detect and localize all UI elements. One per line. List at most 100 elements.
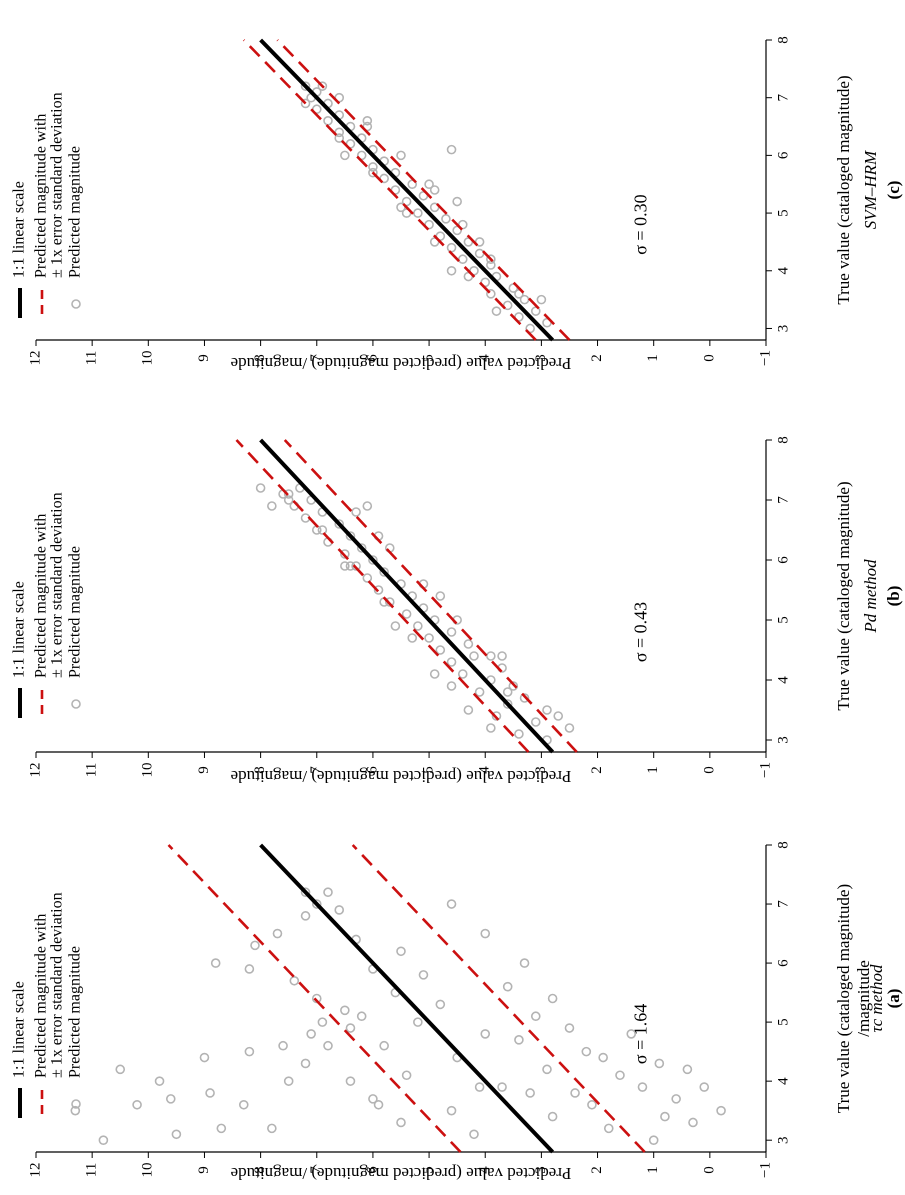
scatter-point xyxy=(491,711,502,721)
y-tick-label: 5 xyxy=(421,354,437,362)
scatter-point xyxy=(345,1076,356,1086)
scatter-point xyxy=(244,964,255,974)
scatter-point xyxy=(502,687,513,697)
scatter-point xyxy=(210,958,221,968)
sigma-annotation: σ = 0.30 xyxy=(631,194,651,254)
y-tick-label: 2 xyxy=(589,1166,605,1174)
scatter-point xyxy=(654,1058,665,1069)
panel-label: (a) xyxy=(884,989,903,1009)
scatter-point xyxy=(300,81,311,91)
y-tick-label: 6 xyxy=(364,766,380,774)
scatter-point xyxy=(547,993,558,1004)
x-tick-label: 7 xyxy=(775,93,791,101)
legend-point-swatch xyxy=(71,299,81,309)
method-label: SVM–HRM xyxy=(861,150,880,229)
scatter-point xyxy=(648,1135,659,1145)
scatter-point xyxy=(424,179,434,190)
scatter-point xyxy=(300,1058,311,1069)
scatter-point xyxy=(300,911,311,921)
error-band-line xyxy=(167,844,462,1153)
y-tick-label: 6 xyxy=(364,354,380,362)
x-axis-label: True value (cataloged magnitude) xyxy=(834,884,853,1113)
scatter-point xyxy=(250,940,260,951)
scatter-point xyxy=(598,1052,608,1063)
sigma-annotation: σ = 1.64 xyxy=(631,1004,651,1064)
legend-item: Predicted magnitude xyxy=(67,146,84,278)
scatter-point xyxy=(368,555,378,565)
scatter-point xyxy=(502,981,513,992)
scatter-point xyxy=(446,627,457,637)
panel-label: (c) xyxy=(884,181,903,200)
scatter-point xyxy=(671,1094,681,1104)
scatter-point xyxy=(525,1088,535,1098)
y-tick-label: 9 xyxy=(196,1166,212,1174)
scatter-point xyxy=(418,970,429,980)
scatter-point xyxy=(457,254,468,265)
x-tick-label: 6 xyxy=(775,959,791,967)
x-tick-label: 5 xyxy=(775,1018,791,1026)
scatter-point xyxy=(300,98,311,109)
scatter-point xyxy=(446,265,457,276)
y-tick-label: 4 xyxy=(477,354,493,362)
x-tick-label: 6 xyxy=(775,556,791,564)
y-tick-label: 7 xyxy=(308,766,324,774)
scatter-point xyxy=(452,196,462,207)
method-label: Pd method xyxy=(861,559,880,634)
scatter-point xyxy=(435,591,446,601)
scatter-point xyxy=(486,723,496,733)
scatter-point xyxy=(480,928,491,939)
legend: 1:1 linear scale Predicted magnitude with… xyxy=(11,492,84,718)
scatter-point xyxy=(429,669,440,679)
x-tick-label: 8 xyxy=(775,36,791,44)
y-tick-label: 5 xyxy=(421,1166,437,1174)
scatter-point xyxy=(688,1117,698,1128)
error-band-line xyxy=(351,844,646,1153)
scatter-point xyxy=(379,1040,389,1051)
scatter-point xyxy=(396,946,406,957)
y-tick-label: 0 xyxy=(701,766,717,774)
y-tick-label: 8 xyxy=(252,1166,268,1174)
scatter-point xyxy=(205,1088,215,1098)
x-axis-label-unit: /magnitude xyxy=(854,960,873,1036)
y-tick-label: 2 xyxy=(589,766,605,774)
scatter-point xyxy=(334,905,345,915)
scatter-point xyxy=(384,597,395,607)
y-tick-label: 1 xyxy=(645,1166,661,1174)
scatter-point xyxy=(334,133,345,143)
legend: 1:1 linear scale Predicted magnitude with… xyxy=(11,892,84,1118)
scatter-point xyxy=(457,669,468,679)
x-axis-label: True value (cataloged magnitude) xyxy=(834,75,853,304)
legend-point-swatch xyxy=(71,699,81,709)
x-tick-label: 4 xyxy=(775,267,791,275)
error-band-line xyxy=(276,39,571,341)
one-to-one-line xyxy=(259,438,555,754)
scatter-point xyxy=(413,621,423,631)
y-tick-label: −1 xyxy=(757,350,773,366)
scatter-point xyxy=(463,705,474,715)
legend-item: 1:1 linear scale xyxy=(11,581,28,678)
y-tick-label: 5 xyxy=(421,766,437,774)
scatter-point xyxy=(362,115,373,126)
scatter-point xyxy=(446,242,457,253)
scatter-point xyxy=(401,609,412,619)
legend-item: ± 1x error standard deviation xyxy=(49,92,66,278)
y-tick-label: −1 xyxy=(757,1162,773,1178)
scatter-point xyxy=(564,1023,575,1033)
scatter-point xyxy=(699,1082,710,1092)
scatter-point xyxy=(368,167,378,178)
scatter-point xyxy=(514,729,524,739)
legend-item: Predicted magnitude xyxy=(67,946,84,1078)
x-axis-label: True value (cataloged magnitude) xyxy=(834,481,853,710)
scatter-point xyxy=(486,651,496,661)
scatter-point xyxy=(615,1070,625,1081)
scatter-point xyxy=(356,543,367,553)
scatter-point xyxy=(474,1082,485,1092)
scatter-point xyxy=(390,621,401,631)
scatter-point xyxy=(283,495,294,505)
scatter-point xyxy=(171,1129,182,1140)
y-tick-label: 12 xyxy=(27,763,43,778)
scatter-point xyxy=(486,289,496,299)
y-axis-label: Predicted value (predicted magnitude) /m… xyxy=(231,354,572,373)
